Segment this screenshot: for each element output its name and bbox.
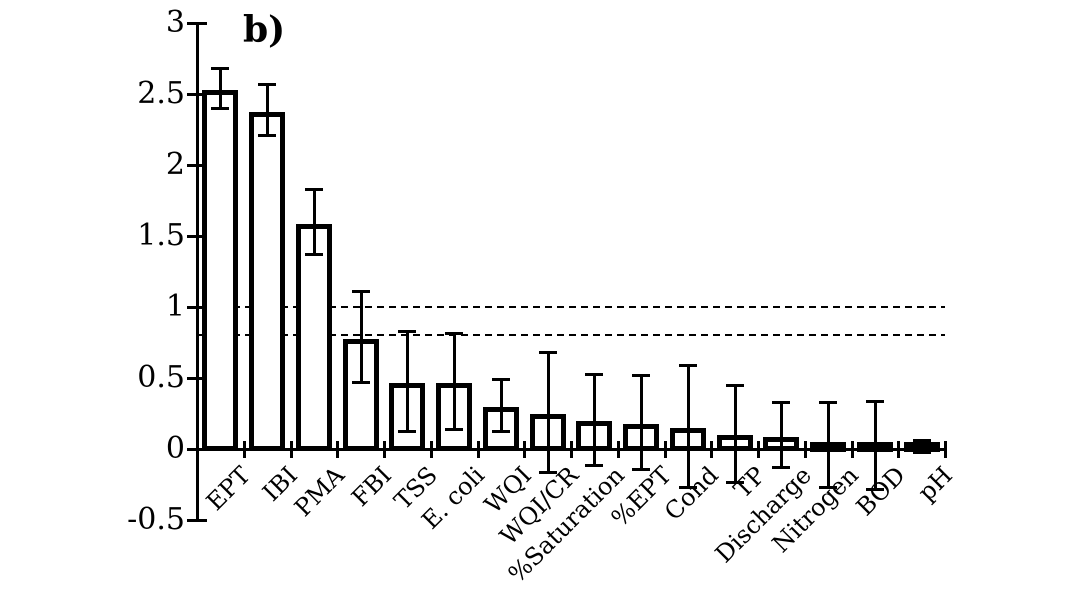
x-tick: [336, 441, 339, 458]
error-bar-cap-top: [258, 83, 276, 86]
error-bar-cap-top: [305, 188, 323, 191]
y-tick: [187, 306, 207, 309]
error-bar-cap-top: [352, 290, 370, 293]
y-tick: [187, 22, 207, 25]
y-axis: [196, 23, 199, 522]
reference-line: [197, 306, 945, 308]
x-tick: [851, 441, 854, 458]
x-tick: [523, 441, 526, 458]
error-bar-cap-top: [726, 384, 744, 387]
error-bar-line: [827, 402, 830, 487]
y-tick-label: 1: [165, 289, 185, 324]
x-tick: [243, 441, 246, 458]
bar-ept: [202, 90, 238, 451]
y-tick: [187, 519, 207, 522]
error-bar-line: [734, 385, 737, 482]
error-bar-cap-top: [819, 401, 837, 404]
x-tick: [477, 441, 480, 458]
y-tick-label: 0: [165, 431, 185, 466]
error-bar-cap-top: [445, 332, 463, 335]
panel-label: b): [243, 9, 286, 51]
x-tick: [804, 441, 807, 458]
y-tick-label: -0.5: [127, 502, 185, 537]
error-bar-cap-top: [398, 330, 416, 333]
error-bar-cap-top: [539, 351, 557, 354]
error-bar-line: [874, 401, 877, 489]
y-tick-label: 2.5: [137, 76, 185, 111]
y-tick-label: 0.5: [137, 360, 185, 395]
y-tick: [187, 164, 207, 167]
error-bar-line: [406, 331, 409, 430]
x-tick: [757, 441, 760, 458]
y-tick: [187, 235, 207, 238]
error-bar-cap-top: [679, 364, 697, 367]
x-tick: [617, 441, 620, 458]
error-bar-cap-bottom: [258, 134, 276, 137]
error-bar-cap-bottom: [539, 471, 557, 474]
y-tick-label: 1.5: [137, 218, 185, 253]
error-bar-line: [453, 333, 456, 430]
error-bar-cap-bottom: [305, 253, 323, 256]
y-tick: [187, 93, 207, 96]
error-bar-cap-bottom: [679, 486, 697, 489]
error-bar-cap-top: [913, 439, 931, 442]
reference-line: [197, 334, 945, 336]
error-bar-cap-bottom: [585, 464, 603, 467]
y-tick: [187, 448, 207, 451]
error-bar-line: [360, 291, 363, 382]
error-bar-cap-bottom: [398, 430, 416, 433]
error-bar-cap-bottom: [913, 451, 931, 454]
x-tick: [570, 441, 573, 458]
error-bar-cap-bottom: [492, 430, 510, 433]
error-bar-cap-bottom: [726, 481, 744, 484]
error-bar-line: [687, 365, 690, 487]
error-bar-cap-top: [866, 400, 884, 403]
error-bar-cap-top: [211, 67, 229, 70]
error-bar-cap-bottom: [772, 466, 790, 469]
error-bar-line: [500, 379, 503, 430]
error-bar-line: [313, 189, 316, 254]
x-tick: [664, 441, 667, 458]
x-tick: [430, 441, 433, 458]
error-bar-line: [593, 374, 596, 465]
error-bar-cap-bottom: [352, 381, 370, 384]
error-bar-line: [547, 352, 550, 471]
error-bar-cap-bottom: [819, 486, 837, 489]
x-tick: [710, 441, 713, 458]
x-tick: [290, 441, 293, 458]
y-tick: [187, 377, 207, 380]
error-bar-cap-top: [492, 378, 510, 381]
error-bar-line: [219, 68, 222, 108]
error-bar-line: [780, 402, 783, 467]
error-bar-cap-bottom: [866, 488, 884, 491]
y-tick-label: 2: [165, 147, 185, 182]
error-bar-cap-top: [585, 373, 603, 376]
y-tick-label: 3: [165, 5, 185, 40]
x-tick: [944, 441, 947, 458]
error-bar-cap-bottom: [445, 428, 463, 431]
error-bar-line: [640, 375, 643, 469]
error-bar-cap-top: [632, 374, 650, 377]
error-bar-cap-bottom: [632, 468, 650, 471]
bar-pma: [296, 224, 332, 451]
x-tick: [383, 441, 386, 458]
x-tick: [897, 441, 900, 458]
error-bar-cap-bottom: [211, 107, 229, 110]
error-bar-line: [266, 84, 269, 135]
error-bar-cap-top: [772, 401, 790, 404]
error-bar-line: [921, 440, 924, 451]
bar-ibi: [249, 112, 285, 451]
